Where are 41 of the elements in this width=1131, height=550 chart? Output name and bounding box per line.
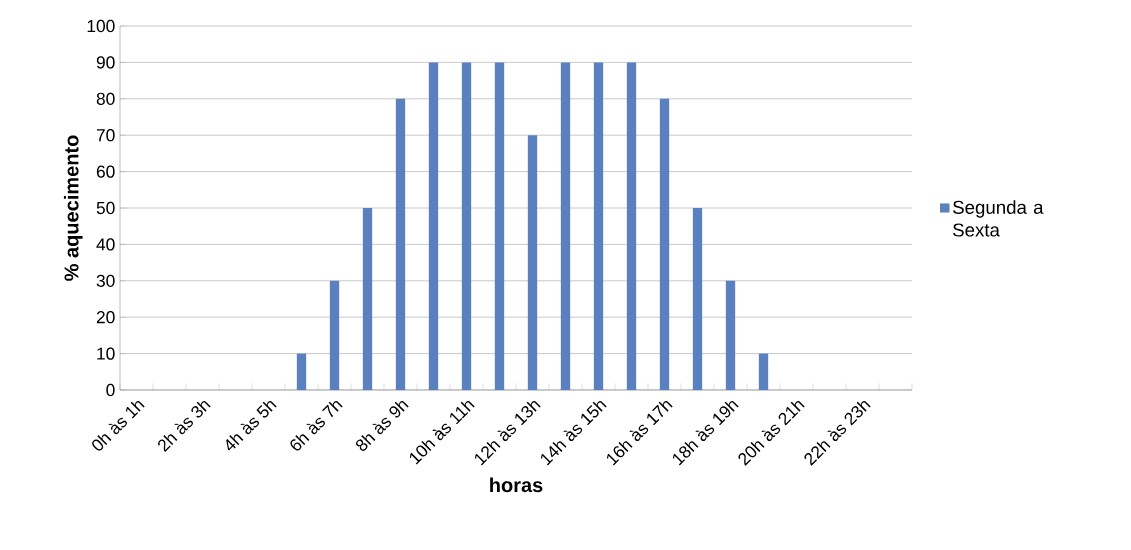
x-axis-title: horas bbox=[490, 477, 543, 493]
bar bbox=[593, 62, 604, 390]
bar bbox=[725, 280, 736, 390]
bar bbox=[527, 135, 538, 390]
x-tick-label: 16h às 17h bbox=[607, 400, 673, 466]
legend-label: Segunda a Sexta bbox=[953, 200, 1044, 237]
y-axis-title: % aquecimento bbox=[63, 135, 83, 281]
x-tick-label: 10h às 11h bbox=[409, 400, 475, 465]
x-tick-label: 6h às 7h bbox=[290, 400, 343, 451]
y-tick-label: 10 bbox=[97, 347, 115, 360]
x-tick-label: 2h às 3h bbox=[158, 400, 211, 453]
bar bbox=[560, 62, 571, 390]
bar bbox=[659, 98, 670, 390]
bar bbox=[461, 62, 472, 390]
x-tick-label: 12h às 13h bbox=[475, 400, 541, 466]
y-tick-label: 40 bbox=[96, 238, 115, 251]
y-tick-label: 0 bbox=[106, 383, 115, 397]
x-tick-label: 0h às 1h bbox=[92, 400, 145, 451]
y-tick-label: 30 bbox=[96, 274, 115, 287]
y-tick-label: 80 bbox=[96, 92, 115, 105]
bar bbox=[362, 208, 373, 390]
bar bbox=[296, 353, 307, 390]
y-tick-label: 100 bbox=[87, 19, 115, 33]
bar bbox=[626, 62, 637, 390]
y-tick-label: 70 bbox=[96, 129, 115, 142]
y-tick-label: 20 bbox=[96, 311, 115, 324]
bar bbox=[395, 98, 406, 390]
y-tick-label: 50 bbox=[96, 201, 115, 215]
y-tick-label: 90 bbox=[96, 56, 115, 69]
x-tick-label: 4h às 5h bbox=[226, 400, 277, 451]
x-tick-label: 20h às 21h bbox=[738, 400, 805, 466]
bar bbox=[494, 62, 505, 390]
x-tick-label: 14h às 15h bbox=[541, 400, 607, 466]
x-tick-label: 22h às 23h bbox=[804, 400, 871, 466]
x-tick-label: 8h às 9h bbox=[355, 400, 409, 451]
bar bbox=[329, 280, 340, 390]
bar bbox=[692, 208, 703, 390]
bar bbox=[428, 62, 439, 390]
y-tick-label: 60 bbox=[96, 165, 115, 178]
x-tick-label: 18h às 19h bbox=[673, 400, 739, 466]
bar bbox=[758, 353, 769, 390]
